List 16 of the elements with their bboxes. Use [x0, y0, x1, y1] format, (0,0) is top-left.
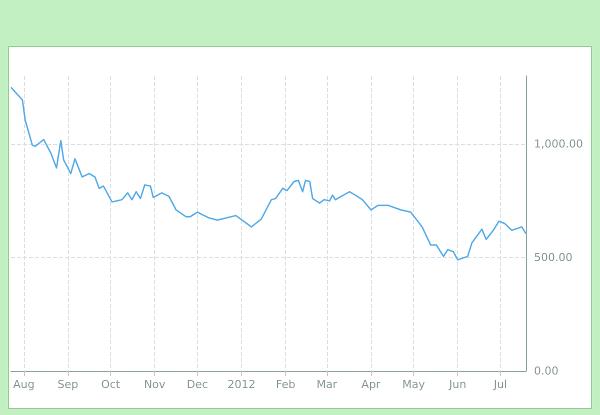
x-tick-label: Jul: [492, 378, 508, 391]
y-tick-label: 0.00: [534, 364, 558, 378]
x-tick-label: Apr: [361, 378, 381, 391]
y-tick-label: 1,000.00: [534, 138, 583, 151]
line-series: [10, 86, 527, 261]
y-tick-label: 500.00: [534, 251, 572, 264]
x-tick-label: Mar: [316, 378, 338, 391]
x-tick-label: Nov: [144, 378, 166, 391]
x-tick-label: May: [402, 378, 426, 391]
x-tick-label: Oct: [101, 378, 121, 391]
x-tick-label: Sep: [58, 378, 78, 391]
x-tick-label: 2012: [227, 378, 256, 391]
x-tick-label: Aug: [13, 378, 35, 391]
x-tick-label: Dec: [186, 378, 208, 391]
x-tick-label: Jun: [448, 378, 466, 391]
x-tick-label: Feb: [276, 378, 296, 391]
